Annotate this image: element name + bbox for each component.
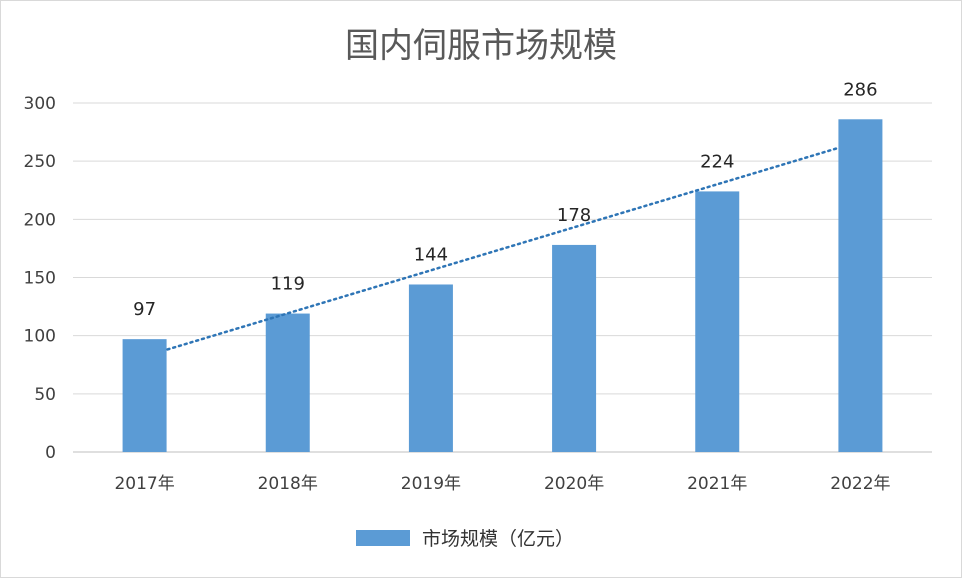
data-label: 286 [843,79,877,100]
y-tick-label: 300 [24,94,56,114]
x-tick-label: 2021年 [687,474,747,494]
data-label: 224 [700,151,734,172]
x-tick-label: 2017年 [114,474,174,494]
bar [552,244,597,452]
trendline [166,146,839,351]
y-tick-label: 0 [45,443,56,463]
bar [695,191,740,452]
bar [408,284,453,452]
y-tick-label: 50 [34,385,56,405]
chart-title: 国内伺服市场规模 [345,26,617,66]
bar [265,313,310,452]
bar [838,119,883,452]
data-label: 119 [271,274,305,295]
y-tick-label: 150 [24,269,56,289]
x-tick-label: 2018年 [258,474,318,494]
x-tick-label: 2020年 [544,474,604,494]
bar [122,339,167,452]
legend-swatch [356,529,410,546]
data-label: 178 [557,205,591,226]
data-label: 144 [414,244,448,265]
x-tick-label: 2022年 [830,474,890,494]
y-tick-label: 250 [24,152,56,172]
legend: 市场规模（亿元） [356,524,574,551]
data-label: 97 [133,299,156,320]
x-tick-label: 2019年 [401,474,461,494]
y-tick-label: 100 [24,327,56,347]
y-tick-label: 200 [24,210,56,230]
legend-label: 市场规模（亿元） [422,528,575,550]
